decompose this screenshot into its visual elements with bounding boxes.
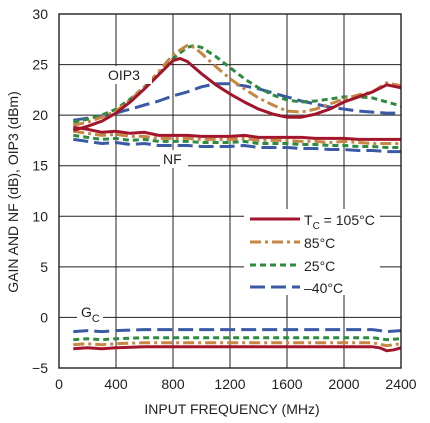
y-tick-label: 20 <box>32 107 48 123</box>
legend-item-85c: 85°C <box>250 235 335 251</box>
x-axis-title: INPUT FREQUENCY (MHz) <box>144 401 319 417</box>
series-line-gc-0 <box>73 345 402 353</box>
gc-annotation: GC <box>81 304 100 325</box>
y-axis-title: GAIN AND NF (dB), OIP3 (dBm) <box>5 91 21 292</box>
x-tick-label: 1600 <box>271 376 302 392</box>
legend-item-minus40c: –40°C <box>250 280 343 296</box>
series-line-oip3-0 <box>72 57 402 132</box>
legend-label-t: T <box>304 212 313 228</box>
legend-background <box>244 209 380 295</box>
series-line-oip3-2 <box>72 43 402 124</box>
nf-label-bg <box>160 150 188 168</box>
nf-annotation: NF <box>163 151 182 167</box>
series-line-oip3-1 <box>72 43 402 127</box>
legend-label-105c: TC = 105°C <box>304 212 375 232</box>
gc-sub: C <box>92 313 100 325</box>
legend-item-105c: TC = 105°C <box>250 212 375 232</box>
x-tick-label: 800 <box>161 376 185 392</box>
series-line-gc-1 <box>73 341 402 348</box>
legend: TC = 105°C 85°C 25°C –40°C <box>244 209 380 296</box>
legend-label-85c: 85°C <box>304 235 335 251</box>
oip3-annotation: OIP3 <box>108 67 140 83</box>
legend-label-minus40c: –40°C <box>304 280 343 296</box>
y-tick-label: −5 <box>32 360 48 376</box>
series-layer <box>72 43 402 353</box>
series-line-gc-3 <box>73 328 402 334</box>
y-tick-label: 15 <box>32 158 48 174</box>
y-tick-label: 0 <box>40 309 48 325</box>
x-tick-label: 400 <box>104 376 128 392</box>
series-line-nf-0 <box>73 125 401 141</box>
series-line-nf-1 <box>73 129 401 145</box>
legend-label-t-suffix: = 105°C <box>320 212 375 228</box>
y-tick-label: 30 <box>32 6 48 22</box>
oip3-label-bg <box>106 66 152 84</box>
y-tick-label: 10 <box>32 208 48 224</box>
x-tick-label: 2400 <box>385 376 416 392</box>
plot-frame <box>58 13 402 369</box>
gc-label-bg <box>77 300 103 326</box>
series-line-nf-3 <box>73 137 401 154</box>
grid <box>59 14 401 368</box>
series-line-nf-2 <box>73 133 401 149</box>
series-line-gc-2 <box>73 336 402 342</box>
legend-label-t-sub: C <box>313 221 320 232</box>
legend-item-25c: 25°C <box>250 258 335 274</box>
y-tick-label: 25 <box>32 57 48 73</box>
legend-label-25c: 25°C <box>304 258 335 274</box>
y-tick-label: 5 <box>40 259 48 275</box>
tick-labels: 0 400 800 1200 1600 2000 2400 −5 0 5 10 15 20 25 30 <box>32 6 417 392</box>
x-tick-label: 0 <box>55 376 63 392</box>
x-tick-label: 1200 <box>214 376 245 392</box>
x-tick-label: 2000 <box>328 376 359 392</box>
gc-main: G <box>81 304 92 320</box>
